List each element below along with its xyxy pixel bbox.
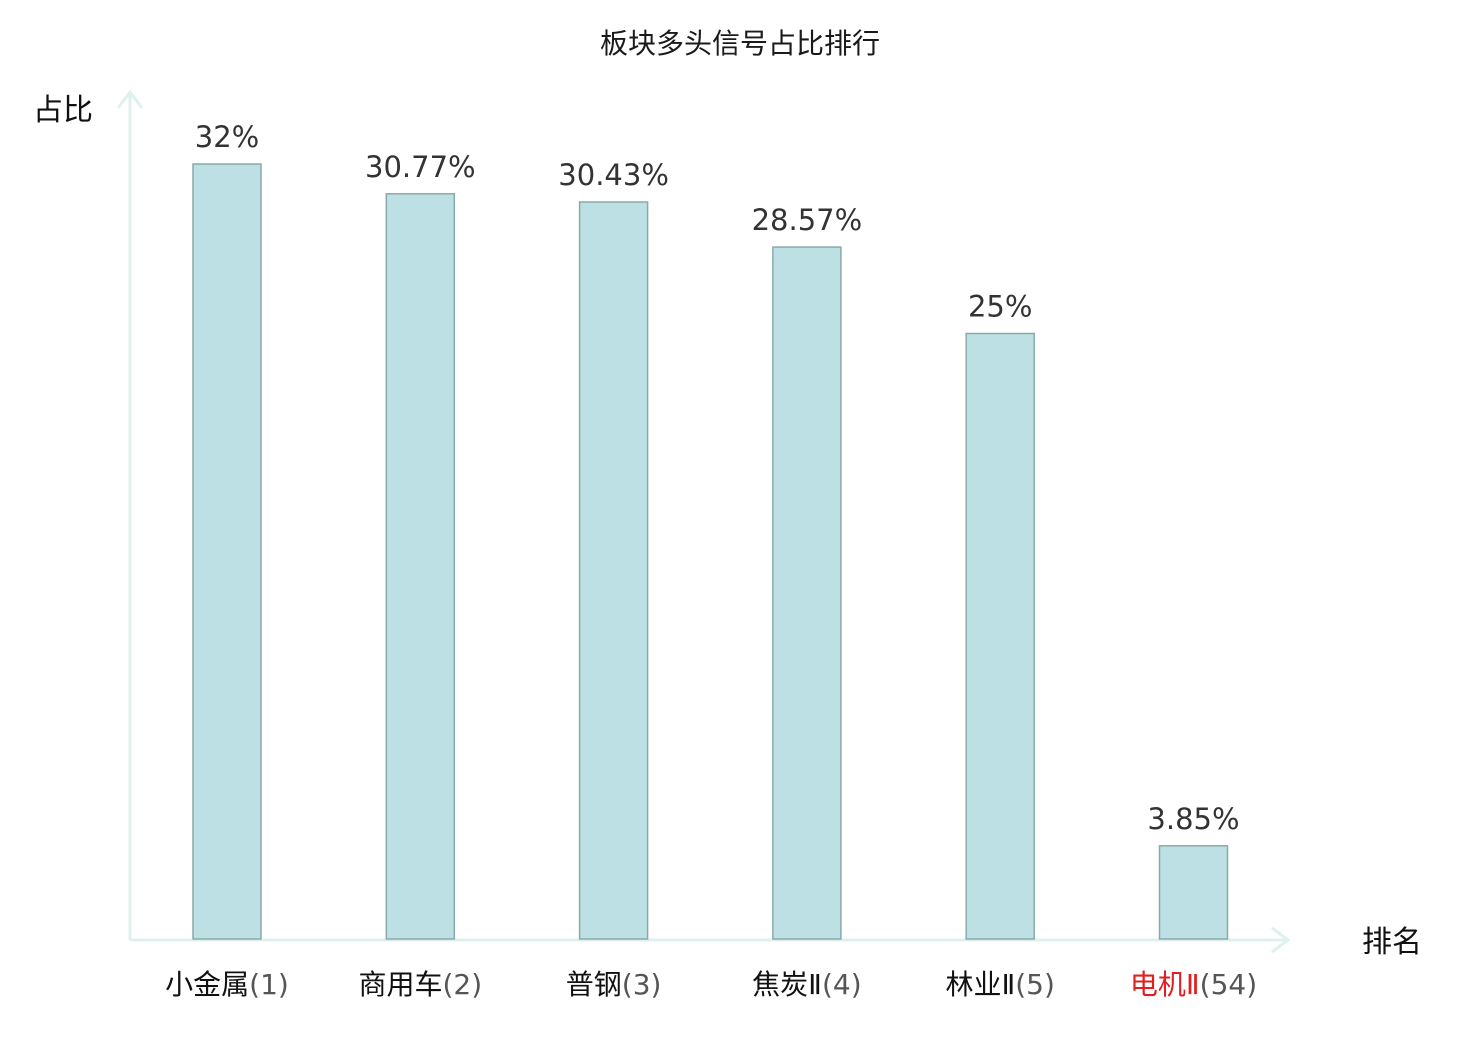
- y-axis-arrow-icon: [116, 89, 144, 109]
- category-rank: (3): [622, 968, 662, 1001]
- category-rank: (2): [442, 968, 482, 1001]
- x-axis-label: 排名: [1362, 925, 1422, 960]
- value-labels-group: 32% 30.77% 30.43% 28.57% 25% 3.85%: [195, 120, 1240, 836]
- category-name: 电机Ⅱ: [1130, 968, 1200, 1001]
- bars-group: [192, 163, 1229, 940]
- value-label-3: 30.43%: [558, 158, 669, 192]
- x-axis-arrow-icon: [1271, 926, 1291, 954]
- y-axis-label: 占比: [33, 93, 93, 128]
- bar-6: [1158, 845, 1229, 940]
- value-label-5: 25%: [968, 290, 1032, 324]
- value-label-6: 3.85%: [1147, 802, 1239, 836]
- category-label-6: 电机Ⅱ(54): [1130, 968, 1257, 1001]
- category-label-1: 小金属(1): [165, 968, 289, 1001]
- bar-1: [192, 163, 262, 940]
- category-name: 普钢: [566, 968, 622, 1001]
- value-label-1: 32%: [195, 120, 259, 154]
- value-label-2: 30.77%: [365, 150, 476, 184]
- category-name: 林业Ⅱ: [945, 968, 1015, 1001]
- bar-2: [385, 193, 456, 940]
- category-labels-group: 小金属(1) 商用车(2) 普钢(3) 焦炭Ⅱ(4) 林业Ⅱ(5) 电机Ⅱ(54): [165, 968, 1257, 1001]
- category-label-2: 商用车(2): [358, 968, 482, 1001]
- category-rank: (5): [1015, 968, 1055, 1001]
- bar-4: [772, 246, 842, 940]
- category-rank: (1): [249, 968, 289, 1001]
- bar-5: [965, 332, 1035, 940]
- category-rank: (4): [822, 968, 862, 1001]
- category-name: 焦炭Ⅱ: [752, 968, 822, 1001]
- bar-3: [578, 201, 649, 940]
- category-label-3: 普钢(3): [566, 968, 662, 1001]
- y-axis: [116, 89, 144, 940]
- category-name: 商用车: [358, 968, 442, 1001]
- x-axis: [130, 926, 1291, 954]
- chart-title: 板块多头信号占比排行: [600, 27, 880, 60]
- value-label-4: 28.57%: [752, 203, 863, 237]
- category-label-4: 焦炭Ⅱ(4): [752, 968, 861, 1001]
- category-name: 小金属: [165, 968, 249, 1001]
- category-rank: (54): [1200, 968, 1257, 1001]
- category-label-5: 林业Ⅱ(5): [945, 968, 1054, 1001]
